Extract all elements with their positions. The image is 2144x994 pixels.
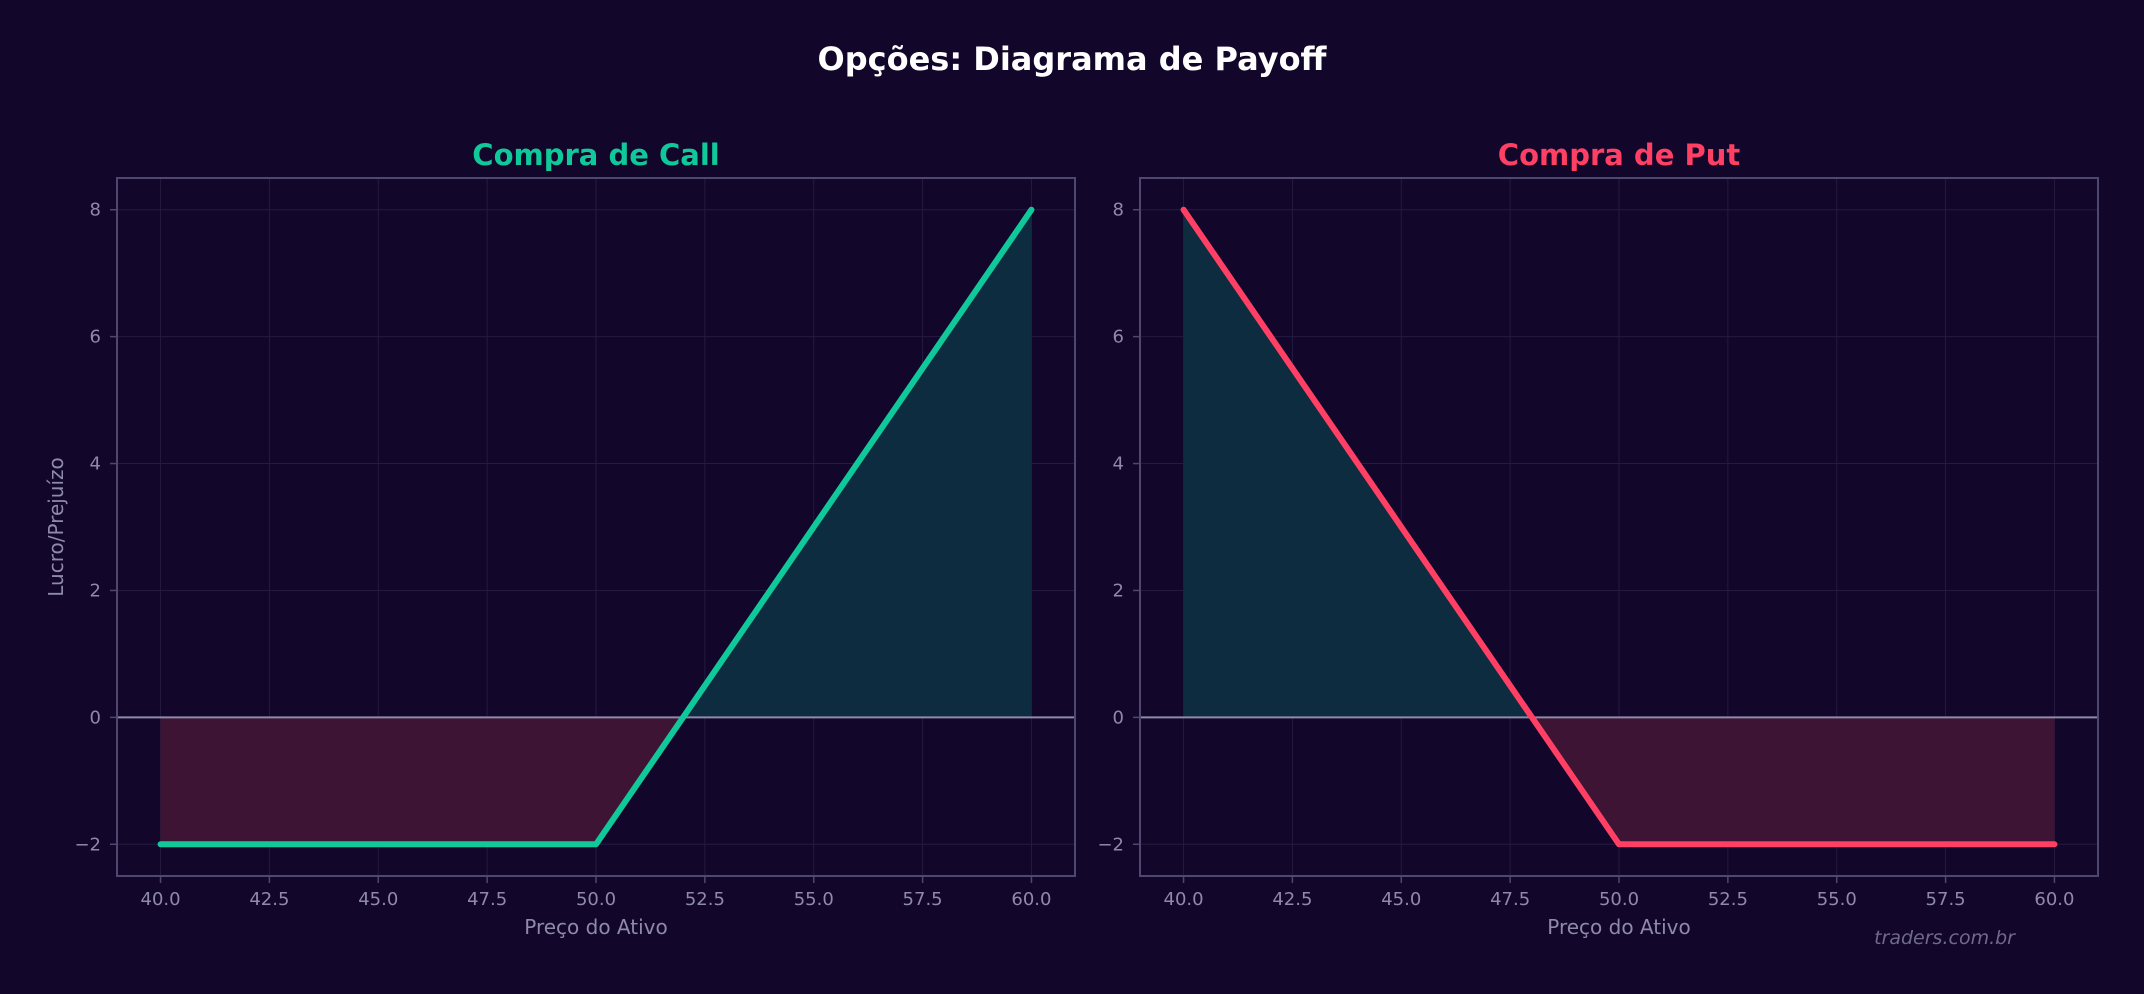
- call-y-tick-label: 6: [90, 327, 101, 348]
- call-chart-panel: 40.0 42.5 45.0 47.5 50.0 52.5 55.0 57.5 60.0 −2 0 2…: [44, 138, 1076, 939]
- call-x-tick-label: 52.5: [685, 889, 725, 910]
- put-y-tick-label: 8: [1113, 200, 1124, 221]
- call-x-tick-label: 57.5: [903, 889, 943, 910]
- put-y-tick-label: −2: [1097, 834, 1124, 855]
- put-chart-title: Compra de Put: [1498, 138, 1741, 172]
- call-x-tick-label: 45.0: [358, 889, 398, 910]
- put-loss-area: [1183, 717, 2055, 845]
- call-y-tick-label: 0: [90, 707, 101, 728]
- put-x-axis-label: Preço do Ativo: [1547, 915, 1690, 939]
- put-x-tick-label: 40.0: [1164, 889, 1204, 910]
- put-x-tick-label: 52.5: [1708, 889, 1748, 910]
- put-x-tick-label: 45.0: [1381, 889, 1421, 910]
- put-y-tick-label: 4: [1113, 454, 1124, 475]
- put-y-tick-label: 2: [1113, 580, 1124, 601]
- call-x-axis-label: Preço do Ativo: [524, 915, 667, 939]
- call-y-tick-label: 4: [90, 454, 101, 475]
- put-x-tick-label: 55.0: [1817, 889, 1857, 910]
- put-x-tick-label: 50.0: [1599, 889, 1639, 910]
- figure-title: Opções: Diagrama de Payoff: [818, 40, 1328, 78]
- call-chart-title: Compra de Call: [472, 138, 719, 172]
- call-x-tick-label: 42.5: [249, 889, 289, 910]
- call-x-tick-label: 50.0: [576, 889, 616, 910]
- call-x-tick-label: 47.5: [467, 889, 507, 910]
- put-x-tick-label: 60.0: [2034, 889, 2074, 910]
- put-x-tick-label: 47.5: [1490, 889, 1530, 910]
- call-y-axis-label: Lucro/Prejuízo: [44, 457, 68, 597]
- call-profit-area: [160, 209, 1032, 718]
- put-y-tick-label: 0: [1113, 707, 1124, 728]
- call-y-tick-label: −2: [74, 834, 101, 855]
- put-y-tick-label: 6: [1113, 327, 1124, 348]
- call-y-tick-label: 8: [90, 200, 101, 221]
- put-x-tick-label: 57.5: [1926, 889, 1966, 910]
- call-x-tick-label: 40.0: [141, 889, 181, 910]
- put-chart-panel: 40.0 42.5 45.0 47.5 50.0 52.5 55.0 57.5 60.0 −2 0 2…: [1097, 138, 2099, 939]
- put-profit-area: [1183, 209, 2055, 718]
- put-x-tick-label: 42.5: [1272, 889, 1312, 910]
- call-loss-area: [160, 717, 1032, 845]
- call-x-tick-label: 60.0: [1011, 889, 1051, 910]
- watermark-text: traders.com.br: [1874, 927, 2016, 949]
- call-x-tick-label: 55.0: [794, 889, 834, 910]
- call-y-tick-label: 2: [90, 580, 101, 601]
